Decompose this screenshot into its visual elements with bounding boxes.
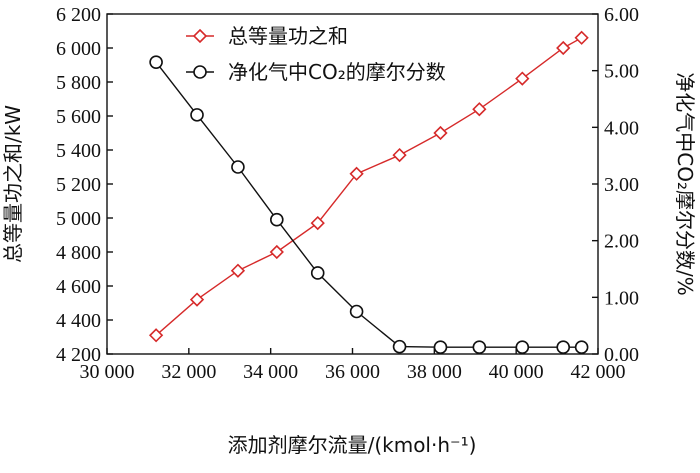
series-point-diamond [269, 244, 284, 260]
series-line-1 [155, 61, 582, 348]
x-tick-label: 42 000 [571, 361, 626, 383]
y-right-tick-label: 5.00 [604, 61, 639, 83]
legend-label-work: 总等量功之和 [228, 24, 348, 48]
series-point-circle [349, 304, 364, 319]
series-point-circle [556, 340, 571, 355]
y-left-tick-label: 5 000 [56, 208, 101, 230]
series-point-circle [231, 160, 245, 174]
y-axis-right-title: 净化气中CO₂摩尔分数/% [673, 72, 697, 295]
y-left-tick-label: 5 600 [56, 106, 101, 128]
series-point-diamond [515, 71, 530, 86]
y-left-tick-label: 5 200 [56, 174, 101, 196]
series-point-diamond [472, 102, 487, 117]
series-layer [148, 30, 589, 355]
series-point-circle [574, 340, 589, 355]
y-left-tick-label: 6 000 [56, 38, 101, 60]
x-tick-label: 40 000 [489, 361, 544, 383]
x-tick-label: 38 000 [407, 361, 462, 383]
series-point-diamond [148, 328, 164, 343]
legend: 总等量功之和 净化气中CO₂的摩尔分数 [186, 24, 446, 84]
y-right-tick-label: 4.00 [604, 117, 639, 139]
x-axis: 30 000 32 000 34 000 36 000 38 000 40 000 42 0… [80, 348, 626, 383]
y-left-tick-label: 4 600 [56, 276, 101, 298]
legend-marker-diamond [192, 28, 208, 44]
series-point-circle [515, 340, 530, 355]
x-axis-title: 添加剂摩尔流量/(kmol·h⁻¹) [228, 433, 477, 457]
series-point-diamond [392, 147, 407, 163]
x-tick-label: 34 000 [243, 361, 298, 383]
series-point-diamond [349, 166, 364, 181]
y-left-tick-label: 5 800 [56, 72, 101, 94]
series-point-diamond [310, 215, 325, 231]
y-right-tick-label: 6.00 [604, 4, 639, 26]
series-point-circle [472, 340, 487, 355]
series-point-circle [310, 266, 325, 280]
y-right-tick-label: 3.00 [604, 174, 639, 196]
y-left-tick-label: 6 200 [56, 4, 101, 26]
y-right-tick-label: 2.00 [604, 231, 639, 253]
series-point-circle [149, 55, 163, 69]
y-axis-left-title: 总等量功之和/kW [1, 105, 25, 263]
y-axis-left: 4 200 4 400 4 600 4 800 5 000 5 200 5 400 5 600… [56, 4, 113, 366]
series-point-circle [392, 339, 407, 354]
y-left-tick-label: 4 400 [56, 310, 101, 332]
y-right-tick-label: 0.00 [604, 344, 639, 366]
series-point-diamond [574, 30, 589, 45]
x-tick-label: 30 000 [80, 361, 135, 383]
x-tick-label: 32 000 [161, 361, 216, 383]
series-point-diamond [433, 125, 448, 141]
legend-marker-circle [193, 65, 207, 79]
series-point-diamond [189, 292, 205, 307]
series-point-diamond [230, 263, 246, 278]
legend-label-co2: 净化气中CO₂的摩尔分数 [228, 60, 446, 84]
y-left-tick-label: 4 800 [56, 242, 101, 264]
x-tick-label: 36 000 [325, 361, 380, 383]
series-point-diamond [556, 40, 571, 56]
series-point-circle [270, 212, 284, 227]
y-axis-right: 0.00 1.00 2.00 3.00 4.00 5.00 6.00 [592, 4, 639, 366]
y-left-tick-label: 5 400 [56, 140, 101, 162]
y-right-tick-label: 1.00 [604, 287, 639, 309]
series-line-0 [155, 37, 582, 336]
series-point-circle [433, 340, 448, 355]
series-point-circle [190, 108, 204, 122]
y-left-tick-label: 4 200 [56, 344, 101, 366]
